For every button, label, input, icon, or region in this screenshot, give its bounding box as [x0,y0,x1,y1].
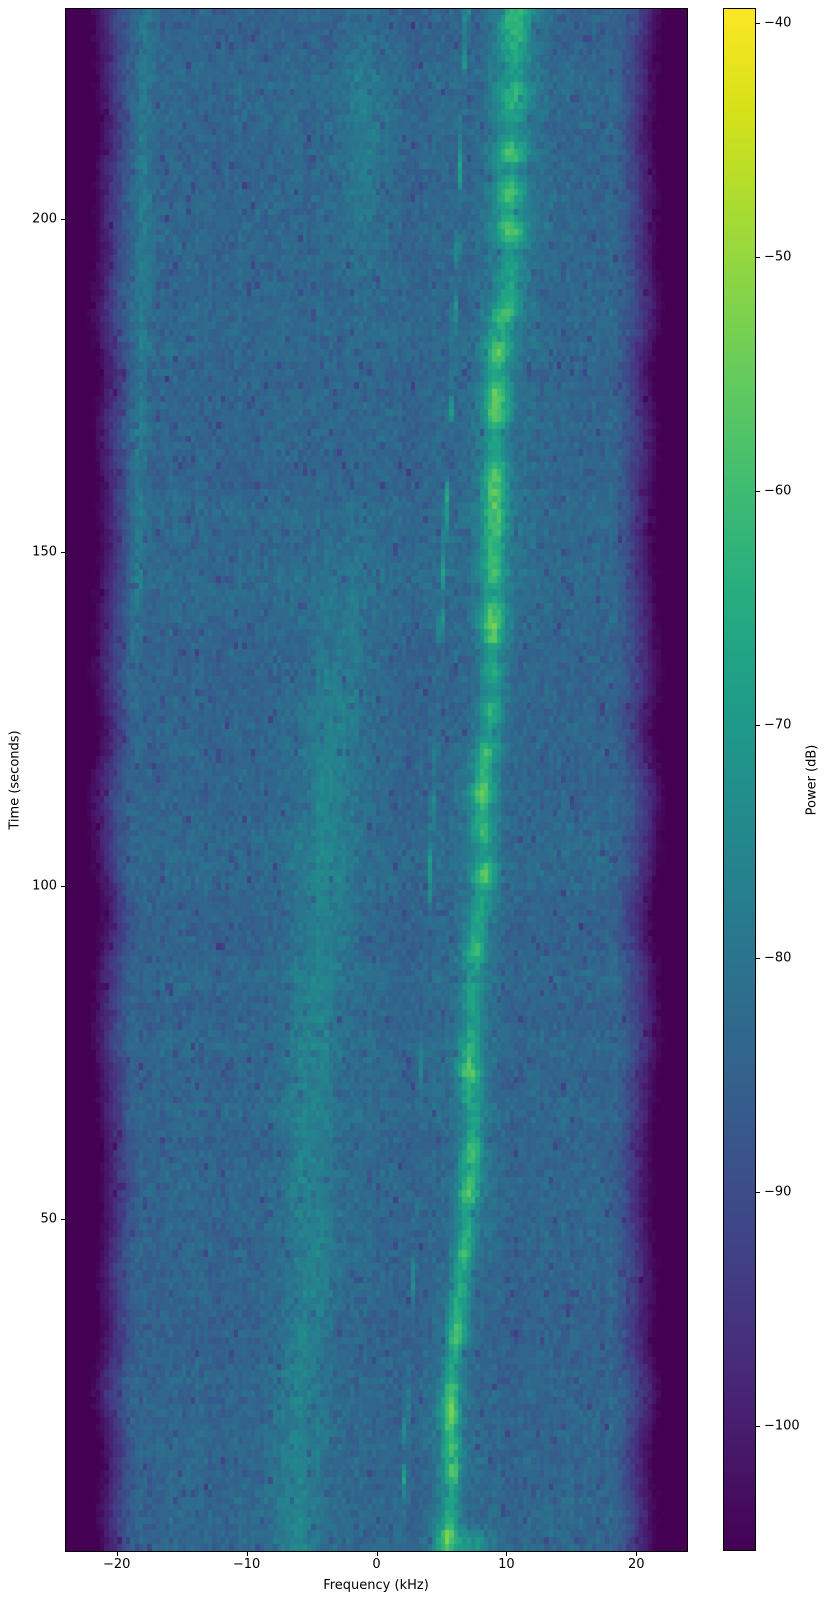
colorbar-tick-label: −70 [764,717,792,732]
y-tick [61,1219,66,1220]
colorbar-tick-label: −80 [764,950,792,966]
x-tick-label: −10 [232,1557,261,1572]
y-tick [61,885,66,887]
colorbar [724,9,755,1550]
y-tick-label: 150 [32,544,57,560]
x-tick [246,1551,248,1556]
colorbar-tick [755,256,760,258]
colorbar-label: Power (dB) [804,744,820,816]
x-tick [116,1551,118,1556]
x-tick-label: 0 [372,1557,381,1572]
spectrogram-heatmap [66,9,687,1551]
x-tick-label: 20 [628,1557,645,1572]
x-tick [636,1551,638,1556]
colorbar-tick [755,23,760,24]
x-tick-label: −20 [102,1557,131,1572]
colorbar-tick [755,490,760,492]
colorbar-tick-label: −100 [764,1418,800,1434]
x-tick-label: 10 [498,1557,515,1572]
colorbar-tick [755,1426,760,1428]
y-axis-label: Time (seconds) [7,730,23,830]
x-tick [506,1551,508,1556]
colorbar-tick-label: −60 [764,483,792,499]
colorbar-tick [755,1192,760,1194]
colorbar-tick [755,958,760,960]
y-tick-label: 100 [32,878,57,894]
x-axis-label: Frequency (kHz) [323,1578,429,1593]
colorbar-tick-label: −40 [764,15,792,31]
x-tick [376,1551,378,1556]
colorbar-tick [755,724,760,726]
colorbar-tick-label: −90 [764,1184,792,1200]
y-tick [61,219,66,220]
colorbar-tick-label: −50 [764,249,792,265]
y-tick [61,552,66,554]
y-tick-label: 50 [40,1211,57,1227]
y-tick-label: 200 [32,211,57,227]
